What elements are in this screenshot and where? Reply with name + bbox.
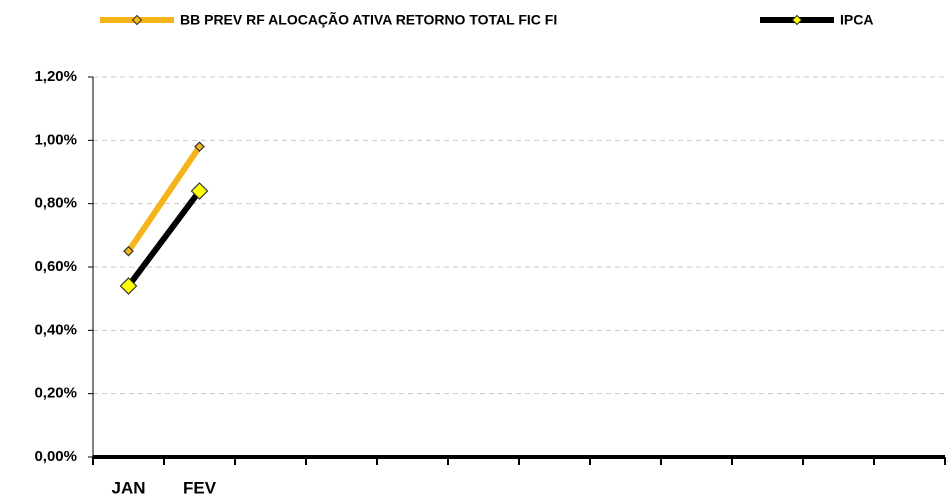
data-point (194, 141, 205, 153)
y-tick-label: 1,20% (34, 68, 77, 85)
x-tick-label: JAN (111, 478, 145, 497)
y-tick-label: 0,00% (34, 448, 77, 465)
y-tick-label: 0,40% (34, 321, 77, 338)
legend-label: BB PREV RF ALOCAÇÃO ATIVA RETORNO TOTAL … (180, 11, 557, 28)
legend-marker (131, 14, 143, 26)
y-tick-label: 0,20% (34, 385, 77, 402)
data-point (119, 277, 138, 295)
y-tick-label: 1,00% (34, 131, 77, 148)
legend-marker (791, 14, 803, 26)
legend-label: IPCA (840, 12, 873, 28)
data-point (190, 182, 209, 200)
y-tick-label: 0,60% (34, 258, 77, 275)
series-line (126, 189, 202, 288)
x-tick-label: FEV (183, 478, 217, 497)
y-tick-label: 0,80% (34, 195, 77, 212)
data-point (123, 245, 134, 257)
series-line (126, 144, 202, 253)
